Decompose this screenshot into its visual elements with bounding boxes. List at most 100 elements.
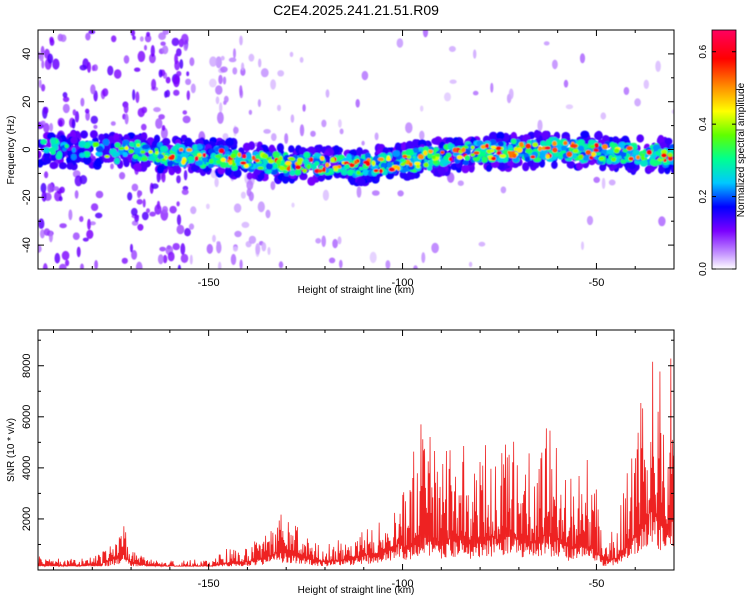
heatmap-cell: [147, 155, 156, 161]
heatmap-cell: [593, 148, 599, 152]
heatmap-xlabel: Height of straight line (km): [298, 285, 415, 296]
heatmap-cell: [599, 163, 607, 172]
heatmap-cell: [215, 56, 222, 69]
heatmap-cell: [667, 156, 674, 161]
heatmap-cell: [667, 153, 673, 157]
heatmap-cell: [154, 148, 159, 152]
heatmap-cell: [414, 161, 421, 166]
heatmap-cell: [41, 84, 46, 92]
heatmap-cell: [163, 155, 169, 160]
heatmap-cell: [283, 154, 291, 162]
heatmap-cell: [79, 152, 86, 158]
heatmap-cell: [299, 124, 305, 137]
heatmap-cell: [508, 147, 514, 152]
heatmap-cell: [540, 140, 547, 147]
heatmap-cell: [618, 142, 625, 149]
heatmap-cell: [40, 229, 45, 239]
heatmap-cell: [258, 58, 262, 68]
heatmap-cell: [270, 181, 276, 191]
heatmap-cell: [332, 238, 338, 249]
heatmap-cell: [192, 144, 199, 150]
heatmap-cell: [318, 169, 323, 173]
heatmap-cell: [278, 261, 284, 269]
heatmap-cell: [161, 172, 166, 183]
heatmap-cell: [289, 51, 294, 58]
heatmap-cell: [189, 254, 193, 265]
heatmap-cell: [165, 76, 171, 84]
heatmap-ylabel: Frequency (Hz): [6, 116, 17, 185]
heatmap-cell: [525, 143, 531, 149]
heatmap-cell: [210, 152, 217, 160]
heatmap-cell: [139, 162, 148, 172]
heatmap-cell: [123, 103, 129, 114]
heatmap-cell: [111, 35, 117, 43]
heatmap-cell: [480, 144, 486, 149]
heatmap-cell: [231, 164, 238, 171]
heatmap-cell: [539, 152, 545, 159]
heatmap-cell: [585, 150, 592, 155]
heatmap-cell: [571, 153, 578, 159]
heatmap-cell: [95, 145, 104, 153]
heatmap-cell: [561, 145, 567, 151]
snr-series-line: [38, 358, 674, 568]
heatmap-cell: [525, 148, 533, 154]
heatmap-cell: [512, 153, 517, 159]
heatmap-cell: [407, 172, 416, 180]
heatmap-cell: [218, 261, 222, 269]
heatmap-cell: [393, 160, 400, 166]
heatmap-cell: [419, 130, 425, 141]
heatmap-cell: [344, 164, 350, 170]
heatmap-cell: [286, 166, 291, 171]
heatmap-cell: [91, 65, 96, 72]
heatmap-cell: [303, 151, 311, 159]
heatmap-cell: [157, 254, 164, 265]
heatmap-cell: [85, 108, 90, 114]
heatmap-cell: [144, 44, 147, 51]
heatmap-cell: [209, 78, 217, 88]
heatmap-xtick-label: -50: [588, 277, 604, 289]
heatmap-cell: [274, 163, 278, 169]
heatmap-cell: [162, 137, 171, 146]
heatmap-cell: [315, 238, 322, 244]
heatmap-cell: [220, 55, 225, 61]
heatmap-cell: [490, 145, 497, 149]
heatmap-cell: [90, 115, 99, 124]
heatmap-cell: [239, 35, 243, 46]
heatmap-cell: [289, 169, 296, 176]
heatmap-cell: [476, 140, 484, 147]
snr-ytick-label: 2000: [21, 507, 33, 531]
heatmap-cell: [43, 228, 51, 236]
heatmap-cell: [190, 164, 199, 172]
heatmap-cell: [177, 264, 181, 269]
heatmap-cell: [369, 251, 377, 264]
heatmap-cell: [55, 153, 63, 160]
heatmap-cell: [132, 154, 139, 160]
heatmap-cell: [594, 131, 603, 141]
heatmap-ytick-label: -20: [21, 189, 33, 205]
heatmap-cell: [71, 118, 76, 129]
heatmap-cell: [89, 221, 96, 226]
heatmap-cell: [110, 121, 116, 126]
heatmap-cell: [132, 35, 136, 40]
heatmap-cell: [181, 33, 189, 45]
heatmap-cell: [325, 162, 330, 168]
heatmap-cell: [611, 157, 617, 162]
heatmap-cell: [452, 147, 458, 153]
heatmap-cell: [104, 154, 110, 159]
heatmap-cell: [66, 162, 74, 170]
heatmap-cell: [420, 105, 424, 112]
heatmap-cell: [173, 89, 180, 96]
heatmap-cell: [70, 136, 78, 144]
heatmap-cell: [364, 152, 371, 160]
snr-ytick-label: 4000: [21, 456, 33, 480]
heatmap-cell: [552, 59, 558, 70]
heatmap-cell: [268, 144, 275, 153]
heatmap-cell: [44, 171, 49, 179]
heatmap-cell: [157, 154, 164, 159]
heatmap-cell: [65, 259, 70, 267]
heatmap-cell: [38, 244, 42, 253]
heatmap-cell: [244, 163, 249, 168]
heatmap-cell: [658, 165, 665, 174]
heatmap-cell: [131, 250, 138, 260]
